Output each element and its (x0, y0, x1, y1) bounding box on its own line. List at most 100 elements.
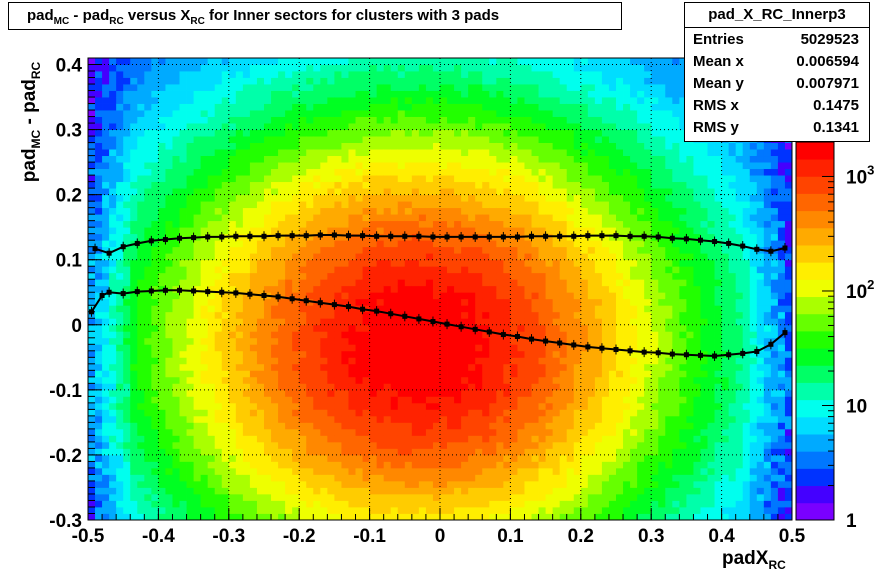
heatmap-cell (475, 448, 483, 456)
heatmap-cell (179, 376, 187, 384)
heatmap-cell (123, 142, 131, 150)
heatmap-cell (299, 233, 307, 241)
heatmap-cell (524, 71, 532, 78)
heatmap-cell (559, 149, 568, 157)
heatmap-cell (432, 64, 441, 72)
heatmap-cell (461, 214, 469, 222)
heatmap-cell (109, 110, 117, 117)
heatmap-cell (552, 58, 561, 65)
heatmap-cell (221, 493, 230, 501)
heatmap-cell (559, 370, 568, 378)
heatmap-cell (531, 318, 539, 326)
heatmap-cell (264, 513, 272, 521)
heatmap-cell (482, 103, 490, 111)
heatmap-cell (503, 58, 511, 65)
heatmap-cell (573, 123, 582, 130)
heatmap-cell (334, 188, 342, 196)
heatmap-cell (432, 194, 441, 202)
heatmap-cell (418, 311, 427, 319)
heatmap-cell (186, 454, 194, 462)
heatmap-cell (397, 71, 406, 78)
heatmap-cell (334, 285, 342, 293)
heatmap-cell (95, 318, 103, 326)
heatmap-cell (369, 71, 378, 78)
heatmap-cell (376, 214, 385, 222)
heatmap-cell (102, 149, 110, 157)
heatmap-cell (411, 246, 420, 254)
heatmap-cell (109, 493, 117, 501)
heatmap-cell (278, 298, 286, 306)
heatmap-cell (165, 116, 173, 124)
heatmap-cell (193, 318, 202, 326)
heatmap-cell (559, 474, 568, 482)
heatmap-cell (95, 240, 103, 248)
heatmap-cell (320, 402, 328, 410)
heatmap-cell (264, 207, 272, 215)
heatmap-cell (468, 272, 476, 280)
heatmap-cell (418, 344, 427, 352)
heatmap-cell (186, 298, 194, 306)
heatmap-cell (447, 272, 455, 280)
heatmap-cell (454, 292, 462, 300)
heatmap-cell (411, 500, 420, 508)
heatmap-cell (531, 428, 539, 436)
heatmap-cell (264, 487, 272, 495)
heatmap-cell (88, 142, 96, 150)
heatmap-cell (123, 103, 131, 111)
heatmap-cell (496, 149, 504, 157)
heatmap-cell (496, 448, 504, 456)
heatmap-cell (116, 311, 124, 319)
heatmap-cell (552, 337, 561, 345)
heatmap-cell (313, 240, 321, 248)
heatmap-cell (454, 402, 462, 410)
heatmap-cell (496, 396, 504, 404)
heatmap-cell (510, 168, 518, 176)
heatmap-cell (221, 266, 230, 274)
heatmap-cell (545, 428, 554, 436)
heatmap-cell (256, 467, 265, 475)
heatmap-cell (130, 350, 138, 358)
heatmap-cell (165, 162, 173, 170)
heatmap-cell (144, 162, 152, 170)
heatmap-cell (411, 168, 420, 176)
heatmap-cell (418, 71, 427, 78)
heatmap-cell (334, 493, 342, 501)
heatmap-cell (165, 142, 173, 150)
heatmap-cell (503, 188, 511, 196)
heatmap-cell (475, 201, 483, 209)
heatmap-cell (249, 357, 258, 365)
heatmap-cell (313, 168, 321, 176)
heatmap-cell (116, 116, 124, 124)
heatmap-cell (503, 513, 511, 521)
heatmap-cell (397, 214, 406, 222)
heatmap-cell (235, 266, 244, 274)
heatmap-cell (545, 272, 554, 280)
heatmap-cell (475, 142, 483, 150)
heatmap-cell (383, 136, 392, 143)
heatmap-cell (271, 318, 279, 326)
heatmap-cell (109, 337, 117, 345)
heatmap-cell (517, 292, 525, 300)
heatmap-cell (418, 84, 427, 91)
heatmap-cell (482, 246, 490, 254)
heatmap-cell (327, 168, 335, 176)
heatmap-cell (397, 344, 406, 352)
heatmap-cell (510, 123, 518, 130)
heatmap-cell (249, 311, 258, 319)
heatmap-cell (454, 428, 462, 436)
heatmap-cell (503, 220, 511, 228)
heatmap-cell (524, 402, 532, 410)
heatmap-cell (461, 188, 469, 196)
heatmap-cell (517, 240, 525, 248)
heatmap-cell (193, 136, 202, 143)
heatmap-cell (144, 474, 152, 482)
heatmap-cell (404, 415, 413, 423)
heatmap-cell (144, 357, 152, 365)
heatmap-cell (271, 97, 279, 104)
heatmap-cell (503, 279, 511, 287)
heatmap-cell (390, 493, 399, 501)
heatmap-cell (573, 194, 582, 202)
heatmap-cell (559, 181, 568, 189)
heatmap-cell (461, 513, 469, 521)
heatmap-cell (95, 493, 103, 501)
